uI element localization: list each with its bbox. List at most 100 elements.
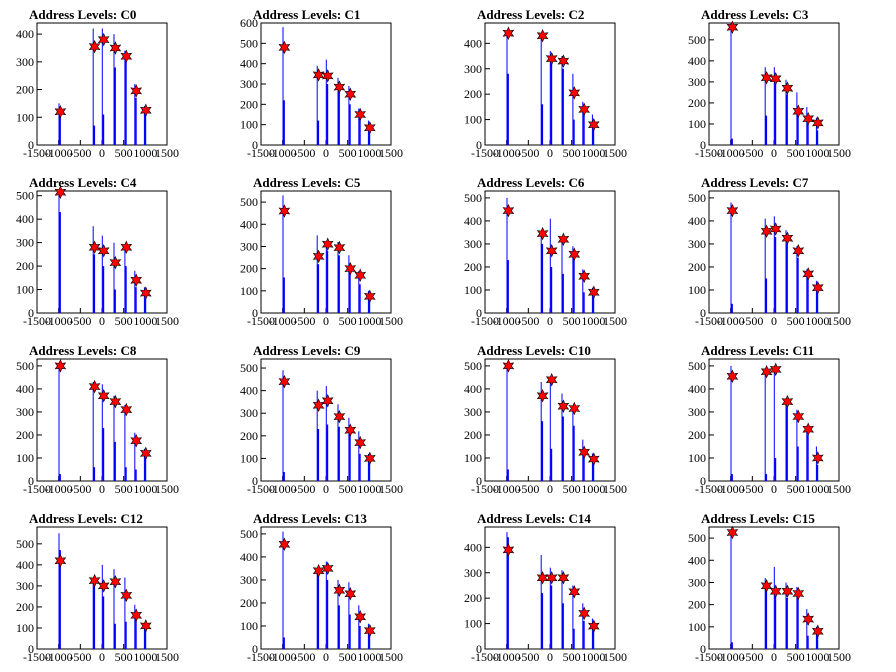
chart-panel: Address Levels: C1 0 100 200 300 400 500 600 -15… [224, 0, 448, 168]
chart-panel: Address Levels: C5 0 100 200 300 400 500 -1500-… [224, 168, 448, 336]
peak-marker [97, 389, 110, 403]
y-tick-label: 300 [464, 237, 482, 251]
x-tick-label: -1000 [45, 482, 73, 496]
chart-title: Address Levels: C9 [253, 343, 361, 358]
y-tick-label: 500 [464, 359, 482, 373]
y-tick-label: 400 [464, 214, 482, 228]
x-tick-label: -1000 [269, 314, 297, 328]
y-tick-label: 100 [688, 620, 706, 634]
x-tick-label: -500 [741, 146, 763, 160]
x-tick-label: -1500 [471, 314, 499, 328]
chart-title: Address Levels: C12 [29, 511, 143, 526]
peak-marker [587, 619, 600, 633]
x-tick-label: -1000 [269, 482, 297, 496]
x-tick-label: -1000 [493, 650, 521, 664]
x-tick-label: 1500 [603, 650, 627, 664]
y-tick-label: 400 [688, 54, 706, 68]
peak-marker [502, 543, 515, 557]
y-tick-label: 0 [28, 642, 34, 656]
y-tick-label: 200 [240, 97, 258, 111]
y-tick-label: 500 [240, 527, 258, 541]
y-tick-label: 400 [16, 382, 34, 396]
x-tick-label: -1500 [23, 650, 51, 664]
chart-panel: Address Levels: C4 0 100 200 300 400 500 -1500-… [0, 168, 224, 336]
chart-panel: Address Levels: C0 0 100 200 300 400 -1500 -100… [0, 0, 224, 168]
chart-panel: Address Levels: C8 0 100 200 300 400 500 -1500-… [0, 336, 224, 504]
peak-marker [109, 394, 122, 409]
y-tick-label: 100 [240, 284, 258, 298]
y-tick-label: 300 [240, 77, 258, 91]
chart-panel: Address Levels: C14 0 100 200 300 400 -1500 -10… [448, 504, 672, 672]
peak-marker [811, 116, 824, 130]
x-tick-label: 500 [563, 146, 581, 160]
peak-marker [802, 267, 815, 281]
x-tick-label: -1500 [247, 314, 275, 328]
y-tick-label: 300 [16, 55, 34, 69]
x-tick-label: -1000 [269, 650, 297, 664]
y-tick-label: 0 [28, 138, 34, 152]
chart-panel: Address Levels: C15 0 100 200 300 400 500 -1500… [672, 504, 896, 672]
x-tick-label: 0 [771, 650, 777, 664]
peak-marker [109, 574, 122, 589]
peak-marker [333, 80, 346, 94]
chart-title: Address Levels: C2 [477, 7, 585, 22]
y-tick-label: 100 [688, 117, 706, 131]
x-tick-label: 0 [771, 482, 777, 496]
y-tick-label: 300 [688, 237, 706, 251]
peak-marker [120, 588, 133, 603]
peak-marker [54, 553, 67, 568]
peak-marker [536, 389, 549, 403]
x-tick-label: 500 [787, 146, 805, 160]
x-tick-label: 1500 [827, 314, 851, 328]
x-tick-label: -1500 [695, 146, 723, 160]
peak-marker [333, 583, 346, 598]
x-tick-label: 1000 [357, 314, 381, 328]
x-tick-label: 1500 [603, 146, 627, 160]
y-tick-label: 200 [240, 262, 258, 276]
peak-marker [344, 261, 357, 276]
y-tick-label: 400 [240, 384, 258, 398]
x-tick-label: 0 [99, 482, 105, 496]
y-tick-label: 300 [240, 406, 258, 420]
y-tick-label: 200 [688, 260, 706, 274]
peak-marker [354, 107, 367, 122]
x-tick-label: 500 [115, 650, 133, 664]
x-tick-label: 1500 [379, 650, 403, 664]
peak-marker [54, 185, 67, 199]
y-tick-label: 400 [240, 57, 258, 71]
x-tick-label: -500 [517, 650, 539, 664]
y-tick-label: 100 [240, 451, 258, 465]
peak-marker [781, 394, 794, 409]
y-tick-label: 300 [464, 62, 482, 76]
peak-marker [781, 231, 794, 245]
peak-marker [726, 525, 739, 540]
x-tick-label: 0 [771, 146, 777, 160]
peak-marker [363, 120, 376, 135]
peak-marker [88, 379, 101, 394]
x-tick-label: 500 [787, 314, 805, 328]
peak-marker [545, 372, 558, 387]
x-tick-label: -500 [69, 146, 91, 160]
chart-title: Address Levels: C8 [29, 343, 137, 358]
y-tick-label: 0 [252, 138, 258, 152]
x-tick-label: 1000 [581, 482, 605, 496]
chart-title: Address Levels: C0 [29, 7, 137, 22]
x-tick-label: 1500 [379, 146, 403, 160]
peak-marker [545, 51, 558, 66]
x-tick-label: -500 [517, 146, 539, 160]
x-tick-label: 0 [323, 650, 329, 664]
peak-marker [97, 579, 110, 593]
y-tick-label: 200 [16, 259, 34, 273]
y-tick-label: 0 [252, 474, 258, 488]
peak-marker [769, 362, 782, 377]
y-tick-label: 100 [16, 283, 34, 297]
y-tick-label: 100 [16, 621, 34, 635]
y-tick-label: 200 [16, 600, 34, 614]
peak-marker [278, 40, 291, 55]
x-tick-label: -1000 [493, 314, 521, 328]
y-tick-label: 300 [240, 239, 258, 253]
peak-marker [769, 222, 782, 236]
